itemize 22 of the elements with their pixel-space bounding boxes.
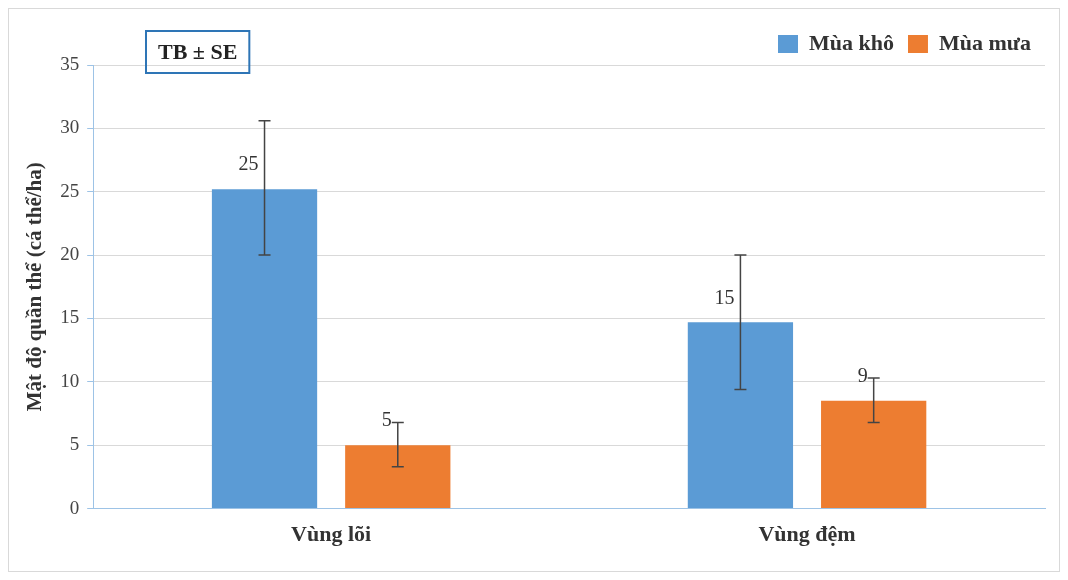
bar [687, 322, 794, 509]
y-tick-label: 5 [69, 433, 80, 455]
bar [211, 189, 318, 509]
data-label: 9 [857, 364, 868, 387]
y-tick-label: 25 [60, 179, 80, 201]
y-tick-label: 35 [60, 52, 80, 74]
y-tick-label: 30 [60, 116, 80, 138]
y-tick-label: 20 [60, 243, 80, 265]
y-tick-label: 10 [60, 369, 80, 391]
x-tick-label: Vùng đệm [758, 521, 856, 547]
legend-label: Mùa khô [809, 29, 894, 55]
bar [821, 400, 927, 509]
x-tick-label: Vùng lõi [291, 521, 372, 547]
y-axis-title: Mật độ quần thể (cá thể/ha) [22, 162, 47, 412]
y-tick-label: 0 [69, 496, 80, 518]
y-tick-label: 15 [60, 306, 80, 328]
text: TB ± SE [158, 38, 238, 64]
legend-label: Mùa mưa [938, 29, 1031, 55]
data-label: 25 [238, 152, 259, 175]
data-label: 5 [381, 408, 392, 431]
data-label: 15 [714, 285, 735, 308]
bar [345, 445, 451, 509]
